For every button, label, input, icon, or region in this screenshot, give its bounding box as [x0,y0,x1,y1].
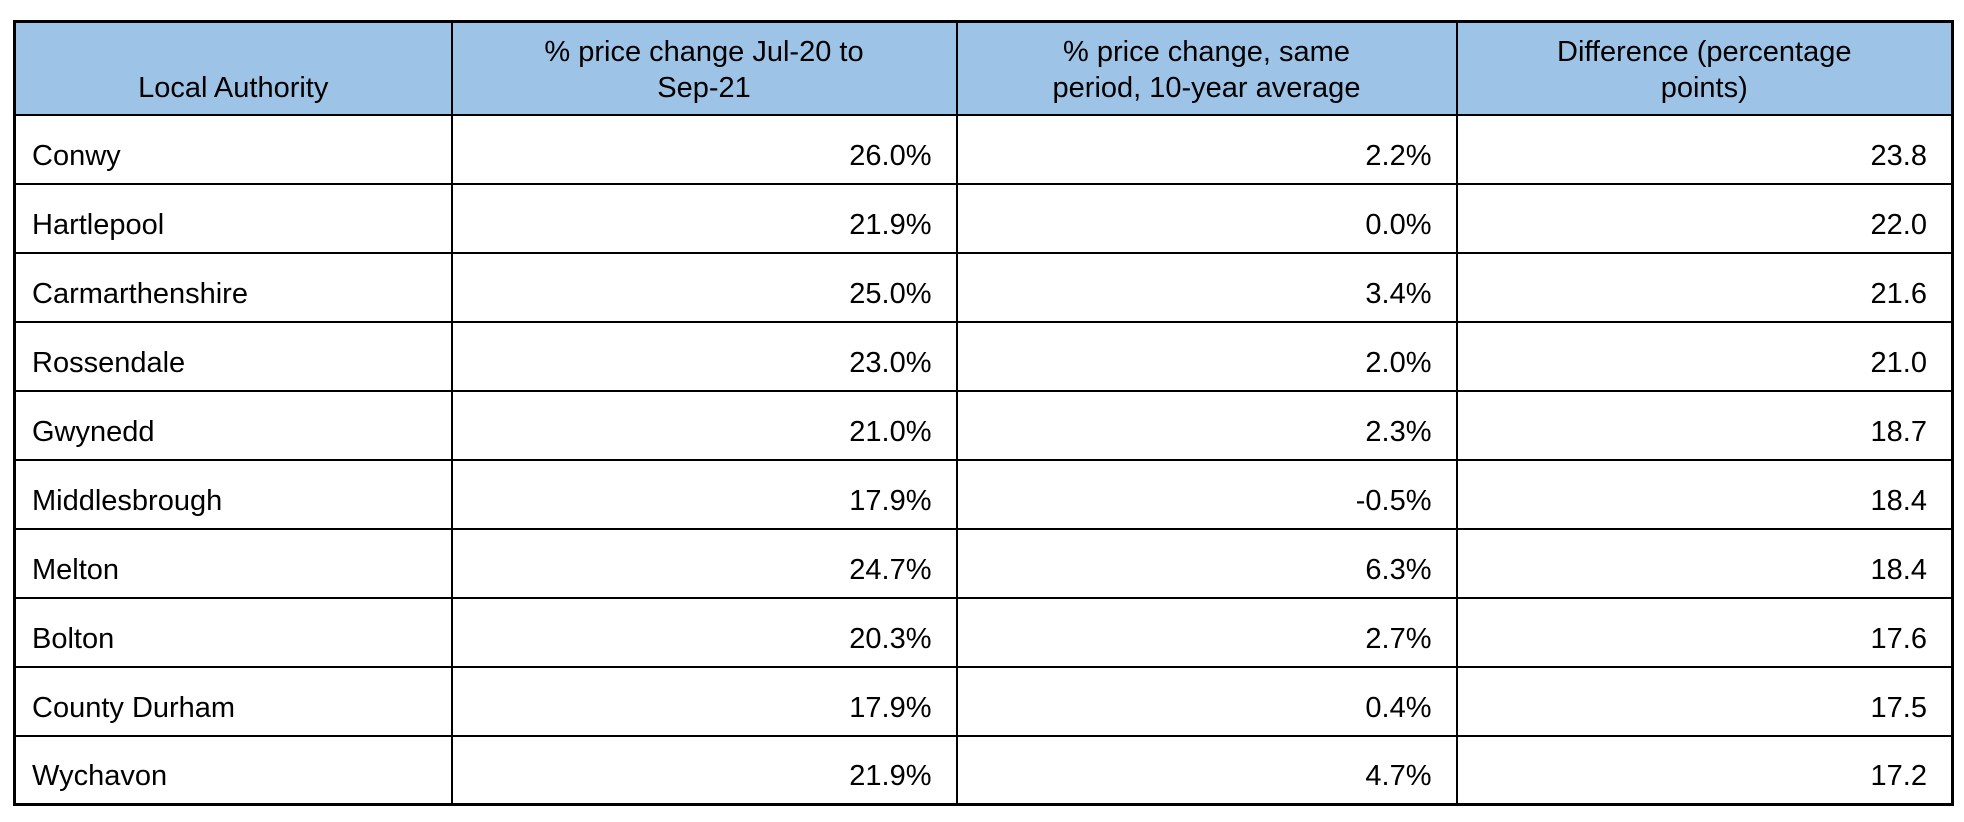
cell-local-authority: Rossendale [13,320,453,392]
header-cell-10yr-average: % price change, same period, 10-year ave… [955,20,1458,116]
cell-difference: 18.7 [1455,389,1954,461]
cell-local-authority: Middlesbrough [13,458,453,530]
cell-local-authority: Wychavon [13,734,453,806]
cell-price-change: 21.9% [450,734,958,806]
cell-10yr-average: 0.4% [955,665,1458,737]
cell-10yr-average: 2.3% [955,389,1458,461]
cell-difference: 21.0 [1455,320,1954,392]
table-row: Conwy 26.0% 2.2% 23.8 [13,113,1954,185]
cell-difference: 17.2 [1455,734,1954,806]
header-cell-local-authority: Local Authority [13,20,453,116]
header-line: % price change Jul-20 to [544,35,864,68]
table-row: Melton 24.7% 6.3% 18.4 [13,527,1954,599]
cell-price-change: 26.0% [450,113,958,185]
cell-10yr-average: 2.7% [955,596,1458,668]
cell-local-authority: Hartlepool [13,182,453,254]
cell-price-change: 23.0% [450,320,958,392]
cell-10yr-average: -0.5% [955,458,1458,530]
cell-10yr-average: 0.0% [955,182,1458,254]
header-line: Sep-21 [657,71,751,104]
cell-local-authority: Melton [13,527,453,599]
table-row: Gwynedd 21.0% 2.3% 18.7 [13,389,1954,461]
header-line: % price change, same [1063,35,1350,68]
header-cell-difference: Difference (percentage points) [1455,20,1954,116]
header-line: points) [1660,71,1748,104]
cell-local-authority: Carmarthenshire [13,251,453,323]
cell-difference: 18.4 [1455,458,1954,530]
cell-price-change: 21.0% [450,389,958,461]
cell-price-change: 24.7% [450,527,958,599]
price-change-table: Local Authority % price change Jul-20 to… [13,20,1954,806]
table-row: County Durham 17.9% 0.4% 17.5 [13,665,1954,737]
table-row: Wychavon 21.9% 4.7% 17.2 [13,734,1954,806]
header-line: period, 10-year average [1052,71,1361,104]
header-line: Local Authority [138,71,329,104]
cell-difference: 17.6 [1455,596,1954,668]
table-row: Carmarthenshire 25.0% 3.4% 21.6 [13,251,1954,323]
cell-difference: 22.0 [1455,182,1954,254]
cell-price-change: 25.0% [450,251,958,323]
cell-price-change: 21.9% [450,182,958,254]
table-row: Hartlepool 21.9% 0.0% 22.0 [13,182,1954,254]
table-row: Bolton 20.3% 2.7% 17.6 [13,596,1954,668]
cell-difference: 21.6 [1455,251,1954,323]
cell-10yr-average: 6.3% [955,527,1458,599]
cell-10yr-average: 2.2% [955,113,1458,185]
cell-difference: 18.4 [1455,527,1954,599]
cell-local-authority: County Durham [13,665,453,737]
cell-10yr-average: 3.4% [955,251,1458,323]
cell-price-change: 17.9% [450,458,958,530]
header-line: Difference (percentage [1557,35,1852,68]
cell-price-change: 20.3% [450,596,958,668]
cell-difference: 17.5 [1455,665,1954,737]
cell-local-authority: Bolton [13,596,453,668]
header-cell-price-change: % price change Jul-20 to Sep-21 [450,20,958,116]
cell-local-authority: Gwynedd [13,389,453,461]
table-row: Middlesbrough 17.9% -0.5% 18.4 [13,458,1954,530]
table-row: Rossendale 23.0% 2.0% 21.0 [13,320,1954,392]
cell-difference: 23.8 [1455,113,1954,185]
cell-10yr-average: 2.0% [955,320,1458,392]
cell-price-change: 17.9% [450,665,958,737]
cell-10yr-average: 4.7% [955,734,1458,806]
cell-local-authority: Conwy [13,113,453,185]
table-header-row: Local Authority % price change Jul-20 to… [13,20,1954,116]
